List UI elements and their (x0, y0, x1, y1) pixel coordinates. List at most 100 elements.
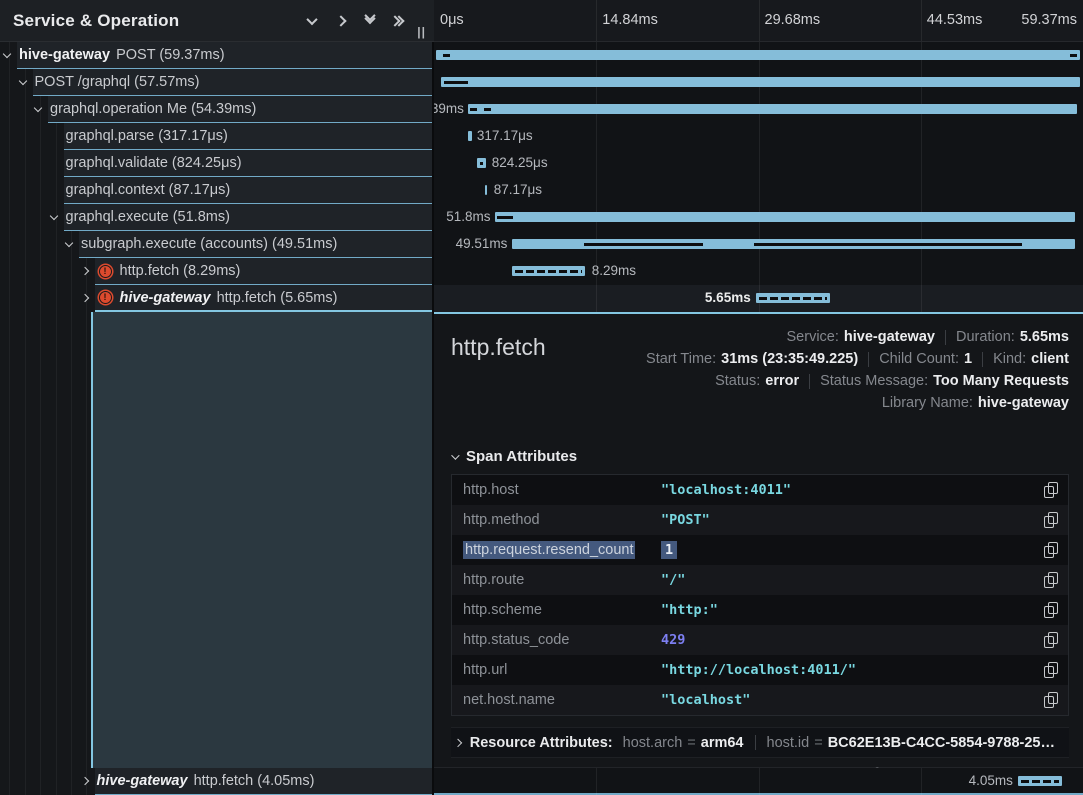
expand-all-icon[interactable] (389, 14, 405, 27)
bar-duration-label: 49.51ms (455, 236, 508, 251)
timeline-span-bar[interactable] (468, 104, 1078, 114)
expand-one-icon[interactable] (335, 14, 347, 27)
detail-header: http.fetch Service: hive-gateway Duration:… (451, 326, 1069, 414)
indent-guide-line (56, 42, 57, 795)
span-title: http.fetch (451, 334, 546, 360)
copy-icon[interactable] (1044, 662, 1058, 678)
span-name: ! hive-gateway http.fetch (5.65ms) (95, 290, 337, 306)
tree-row-content: graphql.operation Me (54.39ms) (33, 96, 434, 123)
tree-row[interactable]: subgraph.execute (accounts) (49.51ms) (0, 231, 434, 258)
attributes-table: http.host "localhost:4011" http.method "POS… (451, 474, 1069, 716)
tree-row[interactable]: ! http.fetch (8.29ms) (0, 258, 434, 285)
meta-divider (868, 351, 870, 367)
tree-row[interactable]: ! hive-gateway http.fetch (5.65ms) (0, 285, 434, 312)
chevron-down-icon[interactable] (49, 211, 58, 221)
attribute-key: http.host (463, 482, 519, 498)
attribute-key: http.method (463, 512, 540, 528)
chevron-down-icon[interactable] (33, 103, 43, 113)
timeline-gridline (920, 285, 922, 312)
meta-label: Duration: (955, 329, 1015, 345)
timeline-row: 824.25μs (434, 150, 1083, 177)
timeline-span-bar[interactable] (485, 185, 488, 195)
tree-row[interactable]: graphql.validate (824.25μs) (0, 150, 434, 177)
indent-guide-line (86, 42, 87, 795)
copy-icon[interactable] (1044, 542, 1058, 558)
bar-duration-label: 4.05ms (968, 773, 1013, 788)
timeline-row: 49.51ms (434, 231, 1083, 258)
chevron-down-icon[interactable] (2, 49, 12, 59)
tree-row[interactable]: graphql.operation Me (54.39ms) (0, 96, 434, 123)
tree-row-content: graphql.execute (51.8ms) (49, 204, 434, 231)
span-attributes-header[interactable]: Span Attributes (451, 448, 1069, 465)
timeline-span-bar[interactable] (441, 77, 1080, 87)
attribute-key: http.url (463, 662, 508, 678)
resource-equals: = (687, 734, 696, 751)
attribute-key: http.scheme (463, 602, 542, 618)
copy-icon[interactable] (1044, 512, 1058, 528)
span-operation-label: http.fetch (8.29ms) (119, 263, 241, 279)
tree-row[interactable]: POST /graphql (57.57ms) (0, 69, 434, 96)
chevron-right-icon[interactable] (80, 266, 89, 276)
span-operation-label: graphql.parse (317.17μs) (65, 128, 228, 144)
tree-row[interactable]: graphql.parse (317.17μs) (0, 123, 434, 150)
tree-row-content: ! hive-gateway http.fetch (5.65ms) (80, 285, 434, 312)
chevron-right-icon[interactable] (80, 776, 89, 786)
timeline-gridline (920, 768, 922, 795)
span-operation-label: graphql.validate (824.25μs) (65, 155, 242, 171)
copy-icon[interactable] (1044, 482, 1058, 498)
collapse-one-icon[interactable] (306, 13, 318, 25)
meta-value: hive-gateway (977, 395, 1069, 411)
chevron-down-icon[interactable] (64, 238, 74, 248)
bar-duration-label: 8.29ms (591, 263, 636, 278)
meta-value: Too Many Requests (933, 373, 1069, 389)
copy-icon[interactable] (1044, 572, 1058, 588)
column-resizer-handle[interactable]: || (417, 25, 426, 39)
bar-child-marker (758, 297, 827, 300)
copy-icon[interactable] (1044, 602, 1058, 618)
chevron-down-icon[interactable] (18, 76, 27, 86)
span-operation-label: graphql.context (87.17μs) (65, 182, 231, 198)
collapse-all-icon[interactable] (364, 9, 376, 24)
tree-row-content: ! http.fetch (8.29ms) (80, 258, 434, 285)
ruler-tick-label: 59.37ms (1021, 12, 1077, 28)
copy-icon[interactable] (1044, 692, 1058, 708)
meta-line: Service: hive-gateway Duration: 5.65ms (787, 326, 1070, 348)
timeline-span-bar[interactable] (495, 212, 1075, 222)
tree-row[interactable]: graphql.context (87.17μs) (0, 177, 434, 204)
span-operation-label: graphql.execute (51.8ms) (65, 209, 230, 225)
timeline-row: 8.29ms (434, 258, 1083, 285)
attribute-row: http.status_code 429 (452, 625, 1068, 655)
section-title: Span Attributes (466, 448, 578, 465)
timeline-gridline (596, 768, 598, 795)
tree-row-content: graphql.context (87.17μs) (63, 177, 434, 204)
span-tree: hive-gateway POST (59.37ms) POST /graphql … (0, 42, 434, 312)
meta-line: Library Name: hive-gateway (882, 392, 1069, 414)
resource-attributes-title: Resource Attributes: (469, 734, 613, 751)
bottom-timeline-row: 4.05ms (434, 768, 1083, 795)
span-detail-panel: http.fetch Service: hive-gateway Duration:… (434, 312, 1083, 781)
tree-row[interactable]: graphql.execute (51.8ms) (0, 204, 434, 231)
attribute-key-selection: http.request.resend_count (463, 541, 636, 559)
indent-guide-line (9, 42, 10, 795)
attribute-key: net.host.name (463, 692, 555, 708)
timeline-row: 4.05ms (434, 768, 1083, 795)
timeline-span-bar[interactable] (436, 50, 1080, 60)
timeline-span-bar[interactable] (468, 131, 473, 141)
timeline-gridline (758, 258, 760, 285)
bar-child-marker (515, 270, 582, 273)
meta-value: 5.65ms (1019, 329, 1069, 345)
chevron-right-icon[interactable] (80, 293, 89, 303)
tree-row[interactable]: hive-gateway POST (59.37ms) (0, 42, 434, 69)
resource-attributes-row[interactable]: Resource Attributes: host.arch = arm64 host… (451, 727, 1069, 758)
copy-icon[interactable] (1044, 632, 1058, 648)
resource-value: BC62E13B-C4CC-5854-9788-2568… (827, 734, 1059, 751)
tree-row[interactable]: hive-gateway http.fetch (4.05ms) (0, 768, 434, 795)
bar-child-marker (583, 243, 703, 246)
panel-divider[interactable] (432, 0, 434, 795)
bar-child-marker (470, 108, 478, 111)
attribute-row: http.request.resend_count 1 (452, 535, 1068, 565)
attribute-value: "localhost:4011" (661, 482, 792, 498)
timeline-gridline (920, 123, 922, 150)
attribute-value-selection: 1 (661, 541, 678, 559)
